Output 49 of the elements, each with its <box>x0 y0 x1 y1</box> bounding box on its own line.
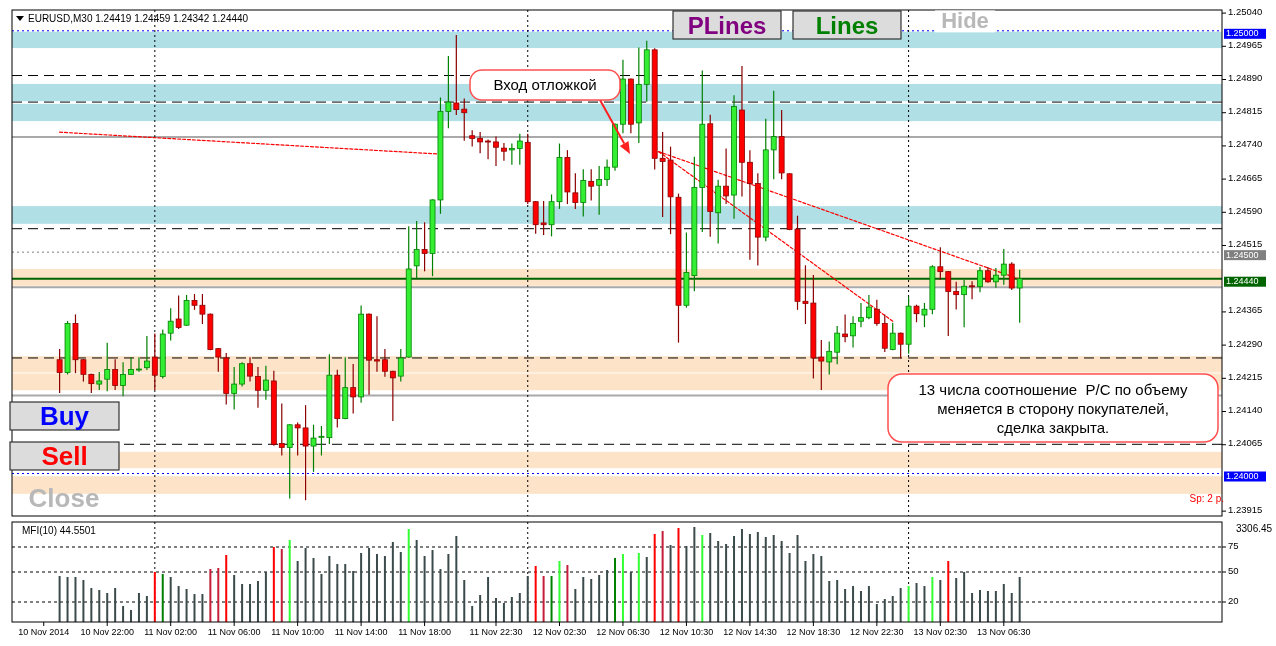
annotation: 13 числа соотношение P/C по объему меняется в сторону покупателей, сделка закрыта. <box>918 381 1188 436</box>
annotation: Lines <box>815 12 879 39</box>
y-tick-label: 1.24365 <box>1228 304 1263 316</box>
y-tick-label: 1.23915 <box>1228 503 1263 515</box>
x-tick-label: 11 Nov 10:00 <box>271 627 325 637</box>
x-tick-label: 12 Nov 18:30 <box>786 627 841 637</box>
y-tick-label: 1.24665 <box>1228 171 1263 183</box>
y-tick-label: 1.24965 <box>1228 38 1263 50</box>
x-tick-label: 12 Nov 02:30 <box>532 627 587 637</box>
y-tick-label: 1.24515 <box>1228 238 1263 250</box>
x-tick-label: 13 Nov 06:30 <box>977 627 1031 637</box>
ref-line-label: 1.24000 <box>1226 470 1259 481</box>
x-tick-label: 11 Nov 22:30 <box>469 627 523 637</box>
y-tick-label: 1.24740 <box>1228 138 1263 150</box>
annotation: Buy <box>39 401 90 431</box>
x-tick-label: 12 Nov 14:30 <box>723 627 777 637</box>
annotation: Вход отложкой <box>493 76 597 93</box>
y-tick-label: 1.24140 <box>1228 404 1263 416</box>
annotation: PLines <box>687 12 767 39</box>
y-tick-label: 1.24890 <box>1228 72 1263 84</box>
x-tick-label: 10 Nov 22:00 <box>80 627 134 637</box>
y-tick-label: 1.24065 <box>1228 437 1263 449</box>
annotation: Sell <box>41 441 88 471</box>
x-tick-label: 11 Nov 06:00 <box>207 627 261 637</box>
x-tick-label: 12 Nov 22:30 <box>850 627 904 637</box>
y-tick-label: 1.24815 <box>1228 105 1263 117</box>
x-tick-label: 12 Nov 10:30 <box>659 627 714 637</box>
y-tick-label: 1.25040 <box>1228 5 1263 17</box>
y-tick-label: 1.24215 <box>1228 370 1263 382</box>
x-tick-label: 11 Nov 14:00 <box>334 627 388 637</box>
y-tick-label: 75 <box>1228 539 1239 551</box>
annotation: Hide <box>941 8 989 33</box>
text: 3306.45 <box>1236 523 1273 534</box>
chart-title: MFI(10) 44.5501 <box>22 525 97 536</box>
x-tick-label: 11 Nov 02:00 <box>144 627 198 637</box>
x-tick-label: 12 Nov 06:30 <box>596 627 650 637</box>
ref-line-label: 1.24440 <box>1226 276 1259 287</box>
y-tick-label: 1.24590 <box>1228 204 1263 216</box>
chart-title: EURUSD,M30 1.24419 1.24459 1.24342 1.24440 <box>28 13 249 24</box>
ref-line-label: 1.25000 <box>1226 28 1259 39</box>
y-tick-label: 1.24290 <box>1228 337 1263 349</box>
x-tick-label: 10 Nov 2014 <box>18 627 70 637</box>
y-tick-label: 20 <box>1228 594 1239 606</box>
annotation: Close <box>28 483 100 513</box>
x-tick-label: 13 Nov 02:30 <box>913 627 968 637</box>
ref-line-label: 1.24500 <box>1226 249 1259 260</box>
y-tick-label: 50 <box>1228 564 1239 576</box>
annotation: Sp: 2 p. <box>1189 493 1224 504</box>
x-tick-label: 11 Nov 18:00 <box>398 627 452 637</box>
